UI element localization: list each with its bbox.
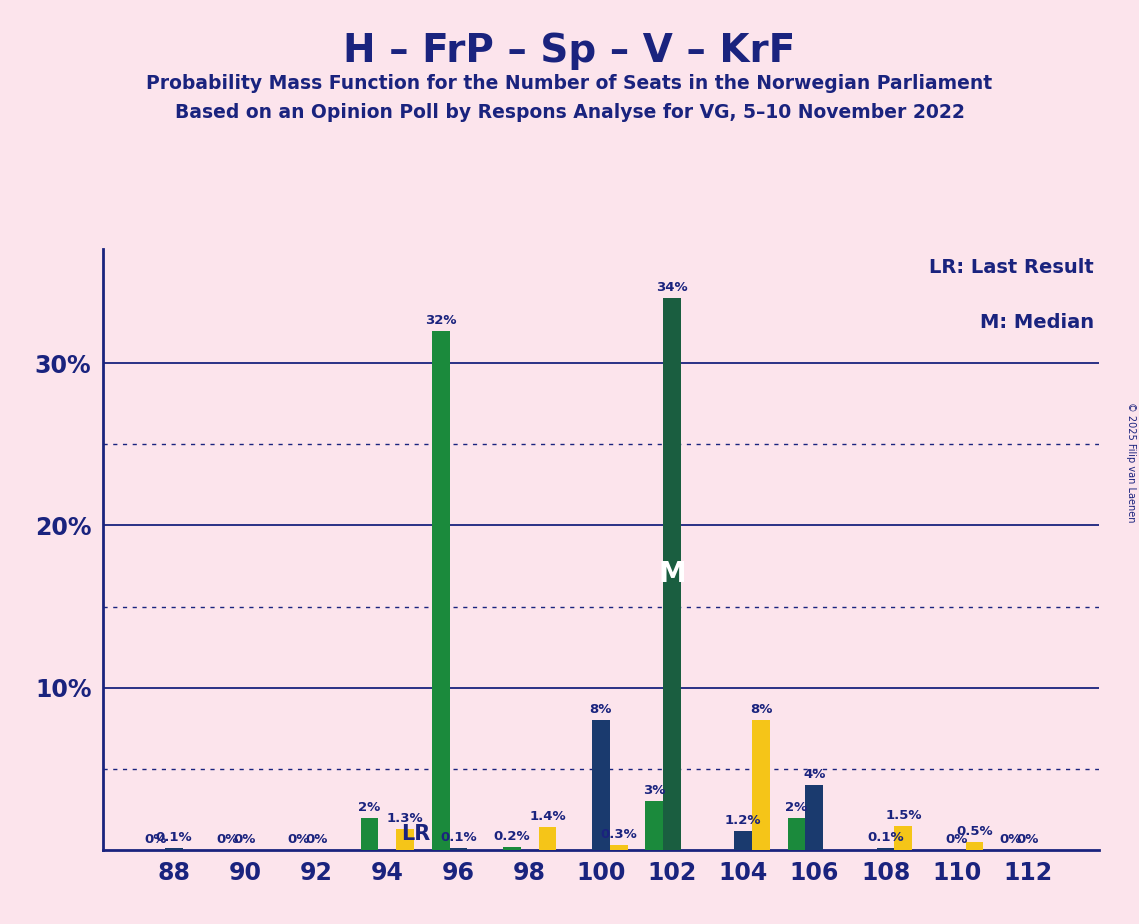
Text: Probability Mass Function for the Number of Seats in the Norwegian Parliament: Probability Mass Function for the Number… (147, 74, 992, 93)
Text: 0%: 0% (233, 833, 256, 846)
Text: © 2025 Filip van Laenen: © 2025 Filip van Laenen (1126, 402, 1136, 522)
Text: 0.1%: 0.1% (440, 832, 477, 845)
Text: 8%: 8% (590, 703, 612, 716)
Text: 0%: 0% (216, 833, 238, 846)
Bar (663, 298, 681, 850)
Text: 0%: 0% (305, 833, 327, 846)
Text: 0.3%: 0.3% (600, 828, 637, 841)
Text: Based on an Opinion Poll by Respons Analyse for VG, 5–10 November 2022: Based on an Opinion Poll by Respons Anal… (174, 103, 965, 123)
Text: 8%: 8% (749, 703, 772, 716)
Text: 0%: 0% (1017, 833, 1039, 846)
Bar (609, 845, 628, 850)
Text: 0.1%: 0.1% (867, 832, 904, 845)
Bar (432, 331, 450, 850)
Text: 0.1%: 0.1% (155, 832, 192, 845)
Bar (450, 848, 467, 850)
Bar (503, 846, 521, 850)
Text: LR: LR (402, 823, 431, 844)
Text: 0%: 0% (945, 833, 968, 846)
Bar (396, 829, 413, 850)
Text: 0%: 0% (287, 833, 310, 846)
Text: 1.4%: 1.4% (530, 810, 566, 823)
Text: 0%: 0% (999, 833, 1022, 846)
Bar (877, 848, 894, 850)
Text: H – FrP – Sp – V – KrF: H – FrP – Sp – V – KrF (343, 32, 796, 70)
Text: 0.5%: 0.5% (957, 825, 993, 838)
Text: 3%: 3% (644, 784, 665, 797)
Text: 1.3%: 1.3% (387, 812, 424, 825)
Bar (966, 842, 983, 850)
Bar (894, 826, 912, 850)
Text: LR: Last Result: LR: Last Result (929, 259, 1095, 277)
Text: 2%: 2% (359, 800, 380, 813)
Bar (165, 848, 182, 850)
Bar (735, 831, 752, 850)
Text: 34%: 34% (656, 281, 688, 294)
Text: M: M (658, 560, 686, 589)
Bar (752, 720, 770, 850)
Text: 4%: 4% (803, 768, 826, 781)
Text: M: Median: M: Median (980, 312, 1095, 332)
Text: 2%: 2% (786, 800, 808, 813)
Text: 1.2%: 1.2% (724, 813, 762, 827)
Bar (805, 785, 823, 850)
Bar (592, 720, 609, 850)
Bar (788, 818, 805, 850)
Text: 0.2%: 0.2% (493, 830, 530, 843)
Text: 32%: 32% (425, 313, 457, 326)
Text: 0%: 0% (145, 833, 167, 846)
Bar (361, 818, 378, 850)
Bar (539, 827, 556, 850)
Bar (646, 801, 663, 850)
Text: 1.5%: 1.5% (885, 808, 921, 821)
